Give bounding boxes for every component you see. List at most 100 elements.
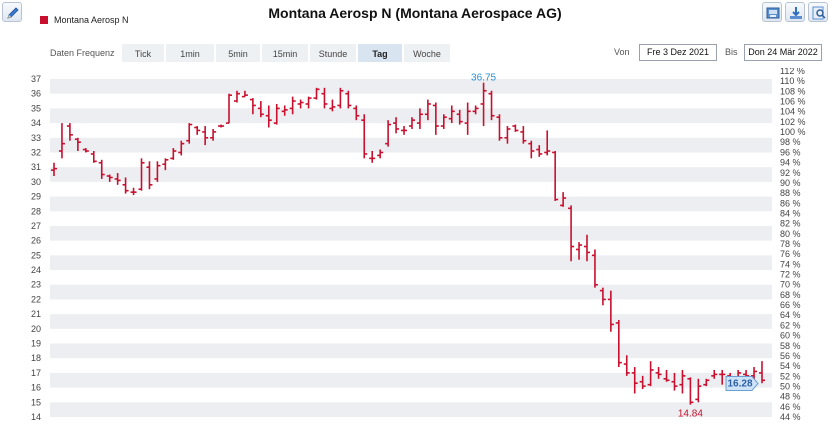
ohlc-bar [321, 87, 328, 109]
ohlc-bar [345, 90, 352, 109]
ohlc-bar [289, 96, 296, 115]
right-tick-label: 50 % [780, 381, 801, 391]
right-tick-label: 58 % [780, 341, 801, 351]
y-tick-label: 26 [31, 236, 41, 246]
ohlc-bar [703, 378, 710, 387]
grid-band [50, 343, 772, 359]
y-tick-label: 30 [31, 177, 41, 187]
right-tick-label: 90 % [780, 178, 801, 188]
ohlc-bar [273, 103, 280, 125]
y-tick-label: 27 [31, 221, 41, 231]
right-tick-label: 94 % [780, 158, 801, 168]
grid-band [50, 225, 772, 241]
grid-band [50, 284, 772, 300]
right-tick-label: 78 % [780, 239, 801, 249]
ohlc-bar [74, 137, 81, 152]
ohlc-bar [186, 123, 193, 144]
grid-band [50, 314, 772, 329]
ohlc-bar [528, 140, 535, 159]
price-bars [51, 82, 765, 405]
ohlc-bar [170, 148, 177, 160]
from-date-input[interactable]: Fre 3 Dez 2021 [639, 44, 717, 61]
frequency-tab-stunde[interactable]: Stunde [309, 43, 357, 63]
ohlc-bar [440, 114, 447, 129]
grid-band [50, 79, 772, 94]
ohlc-bar [496, 114, 503, 141]
right-tick-label: 106 % [780, 97, 806, 107]
legend: Montana Aerosp N [40, 15, 129, 25]
y-tick-label: 20 [31, 324, 41, 334]
ohlc-bar [416, 108, 423, 129]
ohlc-bar [671, 372, 678, 391]
y-tick-label: 22 [31, 294, 41, 304]
ohlc-bar [138, 158, 145, 191]
ohlc-bar [305, 96, 312, 109]
frequency-tab-woche[interactable]: Woche [403, 43, 451, 63]
ohlc-bar [178, 140, 185, 156]
ohlc-bar [401, 126, 408, 135]
right-tick-label: 88 % [780, 188, 801, 198]
right-tick-label: 52 % [780, 371, 801, 381]
grid-band [50, 372, 772, 388]
frequency-tab-15min[interactable]: 15min [261, 43, 309, 63]
ohlc-bar [647, 361, 654, 387]
frequency-tab-1min[interactable]: 1min [165, 43, 215, 63]
ohlc-bar [329, 99, 336, 112]
y-tick-label: 34 [31, 118, 41, 128]
ohlc-bar [639, 375, 646, 390]
ohlc-bar [552, 151, 559, 201]
download-button[interactable] [785, 2, 805, 22]
frequency-tab-5min[interactable]: 5min [215, 43, 261, 63]
ohlc-bar [122, 177, 129, 194]
ohlc-bar [297, 99, 304, 109]
right-tick-label: 112 % [780, 68, 805, 76]
chart-title: Montana Aerosp N (Montana Aerospace AG) [268, 5, 562, 21]
edit-pencil-button[interactable] [2, 2, 22, 22]
ohlc-bar [480, 82, 487, 127]
high-label: 36.75 [471, 73, 496, 84]
save-image-button[interactable] [762, 2, 782, 22]
y-tick-label: 32 [31, 147, 41, 157]
ohlc-bar [536, 145, 543, 157]
grid-band [50, 137, 772, 153]
ohlc-bar [114, 173, 121, 185]
ohlc-bar [679, 369, 686, 394]
ohlc-bar [560, 192, 567, 207]
right-tick-label: 66 % [780, 300, 801, 310]
right-tick-label: 64 % [780, 310, 801, 320]
ohlc-bar [655, 367, 662, 379]
to-date-input[interactable]: Don 24 Mär 2022 [744, 44, 822, 61]
ohlc-bar [520, 126, 527, 144]
ohlc-bar [631, 367, 638, 394]
right-tick-label: 84 % [780, 208, 801, 218]
last-value-label: 16.28 [727, 378, 752, 389]
ohlc-bar [591, 249, 598, 288]
ohlc-bar [82, 148, 89, 153]
right-tick-label: 110 % [780, 76, 805, 86]
ohlc-bar [265, 105, 272, 128]
ohlc-bar [257, 101, 264, 118]
ohlc-bar [162, 158, 169, 171]
ohlc-bar [58, 123, 65, 159]
ohlc-bar [361, 114, 368, 159]
right-tick-label: 72 % [780, 270, 801, 280]
right-tick-label: 76 % [780, 249, 801, 259]
y-tick-label: 28 [31, 206, 41, 216]
right-tick-label: 48 % [780, 392, 801, 402]
ohlc-bar [615, 320, 622, 368]
right-axis: 44 %46 %48 %50 %52 %54 %56 %58 %60 %62 %… [780, 68, 806, 422]
frequency-tab-tick[interactable]: Tick [121, 43, 165, 63]
zoom-button[interactable] [808, 2, 828, 22]
last-value-badge [725, 375, 759, 391]
y-tick-label: 31 [31, 162, 41, 172]
ohlc-bar [369, 151, 376, 163]
frequency-tab-tag[interactable]: Tag [357, 43, 403, 63]
ohlc-bar [281, 105, 288, 116]
ohlc-bar [432, 102, 439, 135]
ohlc-bar [711, 369, 718, 379]
ohlc-bar [687, 377, 694, 405]
right-tick-label: 82 % [780, 219, 801, 229]
y-tick-label: 17 [31, 368, 41, 378]
ohlc-bar [488, 90, 495, 121]
